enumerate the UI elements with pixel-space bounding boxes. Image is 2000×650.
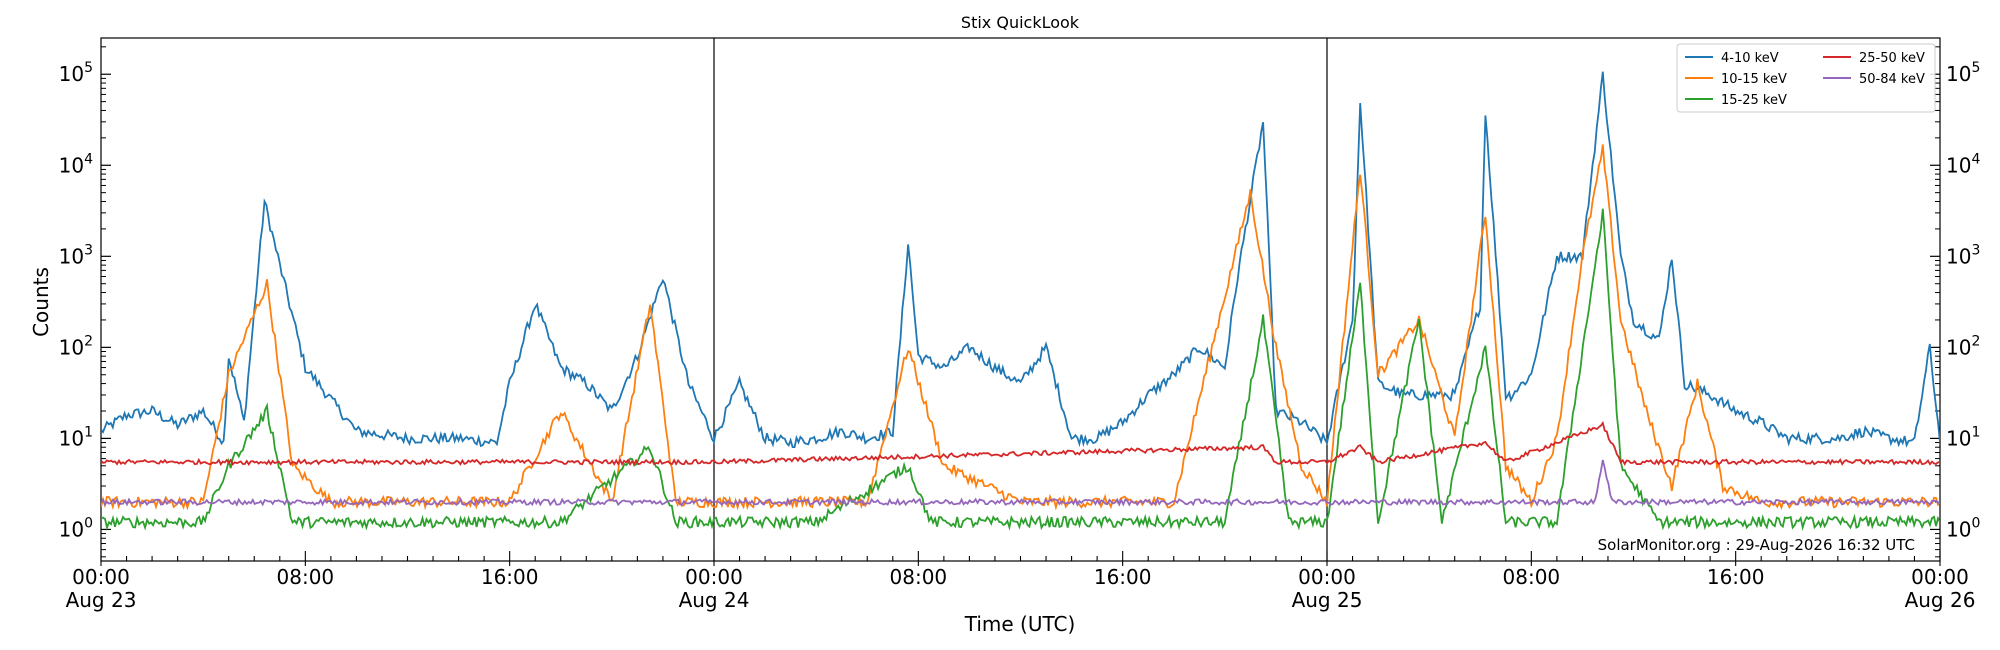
- y-tick-label-right: 102: [1946, 333, 1980, 359]
- legend-box: [1676, 43, 1936, 113]
- y-tick-label-left: 105: [59, 60, 93, 86]
- legend-label: 50-84 keV: [1859, 72, 1925, 87]
- legend-label: 4-10 keV: [1721, 51, 1779, 66]
- y-tick-label-left: 100: [59, 515, 93, 541]
- plot-area: 100 100 101 101 102 102 103 103 104 104 105 105 00:0…: [59, 37, 1980, 612]
- x-tick-label: 08:00: [1503, 565, 1561, 589]
- legend-label: 10-15 keV: [1721, 72, 1787, 87]
- x-tick-label: 00:00: [685, 565, 743, 589]
- x-tick-label: 08:00: [890, 565, 948, 589]
- solarmonitor-annotation: SolarMonitor.org : 29-Aug-2026 16:32 UTC: [1598, 536, 1915, 554]
- legend: 4-10 keV 10-15 keV 15-25 keV 25-50 keV 50-84…: [1676, 43, 1936, 113]
- x-tick-date-label: Aug 26: [1905, 588, 1976, 612]
- x-tick-label: 16:00: [481, 565, 539, 589]
- y-tick-label-right: 103: [1946, 242, 1980, 268]
- series-line-15-25-kev: [101, 208, 1940, 531]
- x-tick-label: 00:00: [1298, 565, 1356, 589]
- series-layer: [101, 71, 1940, 531]
- y-tick-label-left: 101: [59, 424, 93, 450]
- y-tick-label-right: 105: [1946, 60, 1980, 86]
- y-tick-label-right: 101: [1946, 424, 1980, 450]
- x-axis-label: Time (UTC): [964, 612, 1076, 636]
- y-axis-label: Counts: [29, 267, 53, 337]
- y-tick-label-left: 103: [59, 242, 93, 268]
- x-tick-date-label: Aug 25: [1292, 588, 1363, 612]
- x-tick-label: 00:00: [72, 565, 130, 589]
- x-tick-label: 00:00: [1911, 565, 1969, 589]
- x-tick-date-label: Aug 24: [679, 588, 750, 612]
- y-tick-label-left: 102: [59, 333, 93, 359]
- legend-label: 15-25 keV: [1721, 93, 1787, 108]
- x-tick-label: 16:00: [1707, 565, 1765, 589]
- x-tick-label: 16:00: [1094, 565, 1152, 589]
- series-line-25-50-kev: [101, 420, 1940, 467]
- y-tick-label-right: 104: [1946, 151, 1980, 177]
- legend-label: 25-50 keV: [1859, 51, 1925, 66]
- series-line-4-10-kev: [101, 71, 1940, 448]
- x-tick-date-label: Aug 23: [66, 588, 137, 612]
- chart-title: Stix QuickLook: [961, 13, 1080, 32]
- x-tick-label: 08:00: [277, 565, 335, 589]
- series-line-50-84-kev: [101, 459, 1940, 508]
- y-tick-label-left: 104: [59, 151, 93, 177]
- y-tick-label-right: 100: [1946, 515, 1980, 541]
